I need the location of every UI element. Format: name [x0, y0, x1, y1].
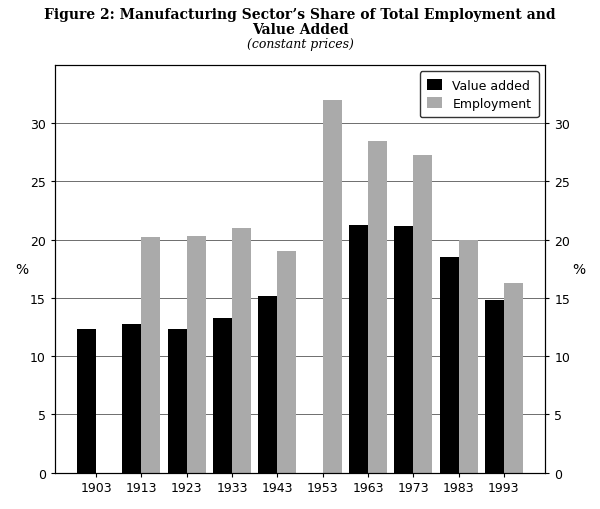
Y-axis label: %: % [15, 262, 28, 276]
Bar [122, 324, 142, 473]
Bar [187, 237, 206, 473]
Text: (constant prices): (constant prices) [247, 38, 353, 51]
Bar [168, 330, 187, 473]
Text: Value Added: Value Added [251, 23, 349, 37]
Bar [504, 283, 523, 473]
Bar [413, 155, 432, 473]
Bar [259, 296, 277, 473]
Bar [458, 240, 478, 473]
Bar [485, 301, 504, 473]
Bar [323, 101, 341, 473]
Bar [349, 225, 368, 473]
Legend: Value added, Employment: Value added, Employment [420, 72, 539, 118]
Bar [77, 330, 96, 473]
Y-axis label: %: % [572, 262, 585, 276]
Bar [394, 227, 413, 473]
Text: Figure 2: Manufacturing Sector’s Share of Total Employment and: Figure 2: Manufacturing Sector’s Share o… [44, 8, 556, 21]
Bar [142, 238, 160, 473]
Bar [213, 318, 232, 473]
Bar [232, 229, 251, 473]
Bar [277, 252, 296, 473]
Bar [368, 142, 387, 473]
Bar [440, 258, 458, 473]
